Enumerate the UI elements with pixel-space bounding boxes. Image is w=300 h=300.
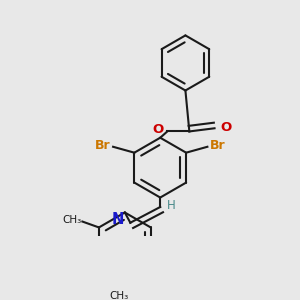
Text: H: H: [167, 199, 176, 212]
Text: Br: Br: [95, 139, 111, 152]
Text: Br: Br: [210, 139, 225, 152]
Text: O: O: [220, 121, 232, 134]
Text: CH₃: CH₃: [62, 215, 81, 225]
Text: N: N: [112, 212, 124, 227]
Text: O: O: [152, 123, 164, 136]
Text: CH₃: CH₃: [109, 291, 128, 300]
